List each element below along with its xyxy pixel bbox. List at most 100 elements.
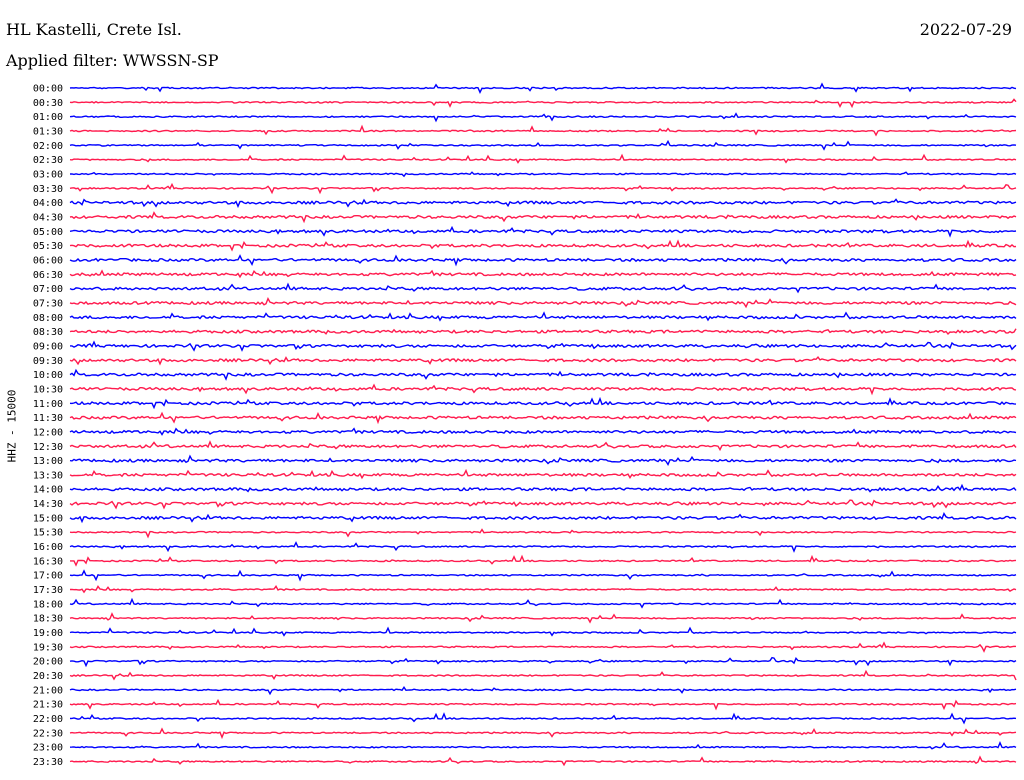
time-tick-label: 01:00 xyxy=(33,112,63,123)
trace-1830 xyxy=(69,612,1017,624)
time-tick-label: 15:30 xyxy=(33,528,63,539)
time-tick-labels: 00:00 00:30 01:00 01:30 02:00 02:30 03:00 03:30… xyxy=(33,84,63,769)
trace-0100 xyxy=(69,112,1017,123)
trace-0700 xyxy=(69,282,1017,294)
time-tick-label: 06:00 xyxy=(33,255,63,266)
time-tick-label: 00:30 xyxy=(33,98,63,109)
time-tick-label: 11:00 xyxy=(33,399,63,410)
trace-0900 xyxy=(70,340,1017,352)
trace-1800 xyxy=(69,597,1017,609)
time-tick-label: 09:30 xyxy=(33,356,63,367)
time-tick-label: 18:30 xyxy=(33,614,63,625)
time-tick-label: 19:30 xyxy=(33,642,63,653)
trace-1330 xyxy=(69,468,1017,480)
trace-0600 xyxy=(69,254,1017,267)
time-tick-label: 21:30 xyxy=(33,700,63,711)
time-tick-label: 04:00 xyxy=(33,198,63,209)
trace-2100 xyxy=(69,686,1017,696)
trace-0830 xyxy=(69,328,1017,336)
trace-1100 xyxy=(69,396,1017,410)
trace-1300 xyxy=(69,454,1017,466)
time-tick-label: 22:30 xyxy=(33,728,63,739)
time-tick-label: 20:30 xyxy=(33,671,63,682)
time-tick-label: 07:30 xyxy=(33,298,63,309)
time-tick-label: 02:30 xyxy=(33,155,63,166)
time-tick-label: 08:30 xyxy=(33,327,63,338)
trace-2130 xyxy=(69,698,1017,711)
trace-1730 xyxy=(69,584,1017,594)
trace-0130 xyxy=(69,124,1017,137)
time-tick-label: 02:00 xyxy=(33,141,63,152)
trace-0930 xyxy=(69,355,1017,366)
time-tick-label: 15:00 xyxy=(33,513,63,524)
time-tick-label: 05:30 xyxy=(33,241,63,252)
time-tick-label: 03:30 xyxy=(33,184,63,195)
trace-0630 xyxy=(69,269,1017,279)
trace-1700 xyxy=(69,569,1017,582)
trace-0500 xyxy=(69,225,1017,238)
trace-lines xyxy=(69,82,1017,767)
time-tick-label: 04:30 xyxy=(33,212,63,223)
trace-0430 xyxy=(69,211,1017,224)
time-tick-label: 17:30 xyxy=(33,585,63,596)
time-tick-label: 12:30 xyxy=(33,442,63,453)
time-tick-label: 22:00 xyxy=(33,714,63,725)
time-tick-label: 11:30 xyxy=(33,413,63,424)
time-tick-label: 05:00 xyxy=(33,227,63,238)
trace-1630 xyxy=(70,554,1017,567)
trace-0330 xyxy=(69,182,1017,195)
time-tick-label: 09:00 xyxy=(33,341,63,352)
time-tick-label: 13:30 xyxy=(33,470,63,481)
trace-1230 xyxy=(69,440,1017,452)
time-tick-label: 10:30 xyxy=(33,384,63,395)
time-tick-label: 03:00 xyxy=(33,169,63,180)
trace-0200 xyxy=(69,139,1017,151)
time-tick-label: 16:30 xyxy=(33,556,63,567)
time-tick-label: 00:00 xyxy=(33,84,63,95)
trace-1400 xyxy=(69,483,1017,493)
trace-0530 xyxy=(69,239,1017,252)
trace-1000 xyxy=(69,368,1017,381)
trace-1030 xyxy=(69,383,1017,396)
time-tick-label: 18:00 xyxy=(33,599,63,610)
time-tick-label: 23:00 xyxy=(33,743,63,754)
trace-1900 xyxy=(69,626,1017,637)
trace-0730 xyxy=(69,296,1017,309)
time-tick-label: 10:00 xyxy=(33,370,63,381)
trace-0300 xyxy=(70,171,1017,178)
trace-2000 xyxy=(69,656,1017,668)
trace-2200 xyxy=(69,712,1017,725)
trace-1430 xyxy=(69,499,1017,510)
trace-0800 xyxy=(69,311,1017,322)
trace-1500 xyxy=(69,512,1017,524)
trace-1930 xyxy=(69,641,1017,653)
trace-0230 xyxy=(69,153,1017,164)
time-tick-label: 08:00 xyxy=(33,313,63,324)
time-tick-label: 23:30 xyxy=(33,757,63,768)
trace-1130 xyxy=(69,411,1017,425)
time-tick-label: 06:30 xyxy=(33,270,63,281)
trace-1530 xyxy=(69,528,1017,539)
time-tick-label: 07:00 xyxy=(33,284,63,295)
filter-label: Applied filter: WWSSN-SP xyxy=(6,51,219,70)
time-tick-label: 13:00 xyxy=(33,456,63,467)
time-tick-label: 14:00 xyxy=(33,485,63,496)
time-tick-label: 01:30 xyxy=(33,126,63,137)
record-date: 2022-07-29 xyxy=(919,20,1012,39)
time-tick-label: 21:00 xyxy=(33,685,63,696)
trace-2330 xyxy=(69,755,1017,767)
time-tick-label: 19:00 xyxy=(33,628,63,639)
trace-1200 xyxy=(69,427,1017,436)
trace-0000 xyxy=(69,82,1017,94)
time-tick-label: 14:30 xyxy=(33,499,63,510)
trace-2030 xyxy=(69,669,1017,681)
station-title: HL Kastelli, Crete Isl. xyxy=(6,20,182,39)
time-tick-label: 17:00 xyxy=(33,571,63,582)
trace-2230 xyxy=(69,727,1017,740)
time-tick-label: 20:00 xyxy=(33,657,63,668)
trace-0030 xyxy=(69,98,1017,109)
time-tick-label: 16:00 xyxy=(33,542,63,553)
trace-0400 xyxy=(69,198,1017,209)
